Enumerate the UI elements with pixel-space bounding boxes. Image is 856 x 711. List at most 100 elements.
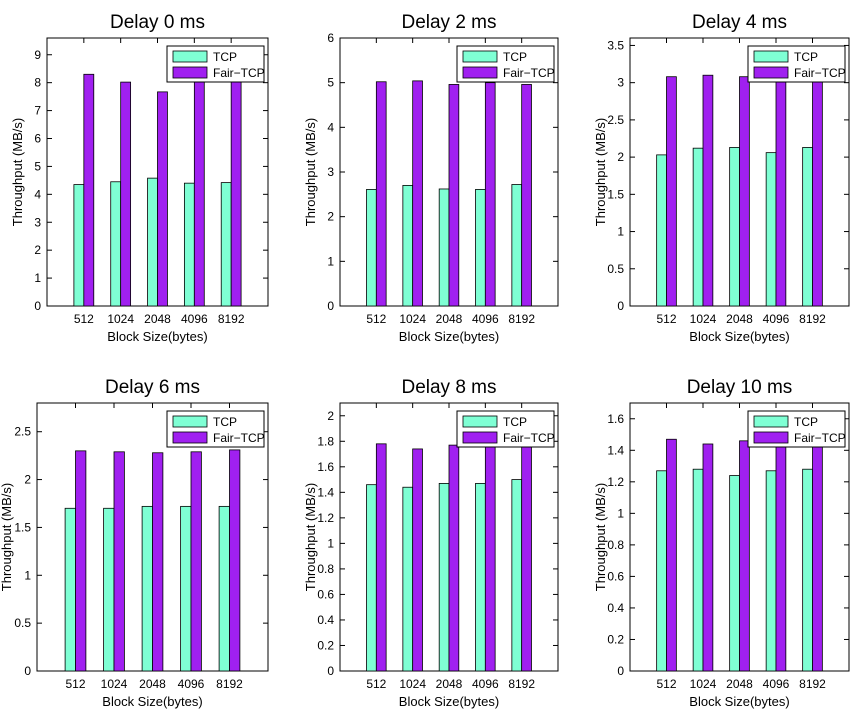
x-tick-label: 2048 [726,312,753,326]
legend: TCP Fair−TCP [166,410,265,448]
bar-fair-tcp [448,444,460,672]
x-tick-label: 1024 [399,312,426,326]
y-tick-label: 0.8 [317,562,334,576]
x-tick-label: 512 [656,677,676,691]
legend-label: TCP [794,50,818,64]
bar-tcp [692,468,704,672]
chart-panel: 0 0.5 1 1.5 2 2.5 3 3.5 512 1024 2048 4096 8192 TCP Fa… [593,12,850,344]
bar-fair-tcp [375,81,387,307]
x-tick-label: 1024 [690,677,717,691]
x-tick-label: 4096 [763,677,790,691]
bar-fair-tcp [484,82,496,307]
legend-swatch [172,66,208,79]
bar-tcp [218,505,230,672]
bar-fair-tcp [190,451,202,672]
bar-tcp [475,482,486,672]
x-tick-label: 1024 [690,312,717,326]
y-tick-label: 9 [34,48,41,62]
chart-panel: 0 1 2 3 4 5 6 7 8 9 512 1024 2048 4096 8192 TCP Fair−TCP… [10,12,269,344]
chart-panel: 0 0.5 1 1.5 2 2.5 512 1024 2048 4096 8192 TCP Fair−T… [0,377,269,709]
y-tick-label: 1.2 [607,475,624,489]
legend-swatch [172,415,208,428]
y-axis-label: Throughput (MB/s) [0,483,14,591]
legend-swatch [462,415,498,428]
legend-swatch [462,66,498,79]
bar-tcp [729,475,740,672]
x-axis-label: Block Size(bytes) [107,329,207,344]
y-tick-label: 2.5 [14,425,31,439]
bar-tcp [729,147,740,307]
x-tick-label: 512 [656,312,676,326]
bar-tcp [64,507,76,672]
x-axis-label: Block Size(bytes) [689,329,789,344]
x-tick-label: 2048 [436,312,463,326]
x-axis-label: Block Size(bytes) [102,694,202,709]
x-tick-label: 2048 [436,677,463,691]
bar-fair-tcp [75,450,87,672]
y-tick-label: 1 [34,271,41,285]
bar-tcp [765,470,777,672]
bar-tcp [366,484,377,672]
y-tick-label: 3 [617,76,624,90]
legend: TCP Fair−TCP [456,410,555,448]
bar-fair-tcp [666,438,677,672]
y-tick-label: 0.5 [607,262,624,276]
chart-title: Delay 0 ms [110,12,205,33]
y-tick-label: 1 [24,568,31,582]
x-tick-label: 2048 [144,312,171,326]
bar-tcp [103,507,115,672]
bar-tcp [692,147,704,307]
bar-fair-tcp [484,442,496,672]
y-tick-label: 2 [24,473,31,487]
y-tick-label: 2 [327,210,334,224]
bar-tcp [180,505,192,672]
y-tick-label: 5 [327,76,334,90]
bar-fair-tcp [521,84,532,307]
y-tick-label: 1 [327,254,334,268]
y-axis-label: Throughput (MB/s) [303,483,318,591]
y-tick-label: 1.8 [317,434,334,448]
bar-tcp [147,177,158,307]
chart-title: Delay 8 ms [401,377,496,398]
y-tick-label: 0 [617,664,624,678]
bar-tcp [110,181,122,307]
legend-swatch [462,431,498,444]
x-tick-label: 1024 [101,677,128,691]
legend-swatch [753,50,789,63]
legend-label: TCP [794,415,818,429]
bar-fair-tcp [739,440,750,672]
y-tick-label: 7 [34,104,41,118]
x-tick-label: 8192 [508,677,535,691]
x-axis-label: Block Size(bytes) [399,694,499,709]
x-tick-label: 1024 [399,677,426,691]
legend-swatch [753,415,789,428]
y-axis-label: Throughput (MB/s) [593,483,608,591]
bar-tcp [802,468,813,672]
x-tick-label: 512 [366,312,386,326]
y-tick-label: 1.4 [317,485,334,499]
legend-label: TCP [503,50,527,64]
bar-tcp [656,154,667,307]
x-axis-label: Block Size(bytes) [689,694,789,709]
y-tick-label: 0 [327,664,334,678]
bar-fair-tcp [448,84,460,307]
legend-swatch [462,50,498,63]
y-tick-label: 0.8 [607,538,624,552]
legend-label: TCP [213,50,237,64]
bar-fair-tcp [812,438,823,672]
y-tick-label: 0 [617,299,624,313]
bar-tcp [402,184,414,307]
bar-fair-tcp [412,80,423,307]
x-tick-label: 4096 [763,312,790,326]
chart-panel: 0 0.2 0.4 0.6 0.8 1 1.2 1.4 1.6 1.8 2 512 1024 2048 40… [303,377,559,709]
x-tick-label: 512 [74,312,94,326]
y-tick-label: 0 [327,299,334,313]
bar-fair-tcp [412,448,423,672]
x-tick-label: 512 [366,677,386,691]
x-tick-label: 8192 [216,677,243,691]
x-tick-label: 8192 [218,312,245,326]
legend: TCP Fair−TCP [166,45,265,83]
x-axis-label: Block Size(bytes) [399,329,499,344]
y-tick-label: 6 [34,132,41,146]
